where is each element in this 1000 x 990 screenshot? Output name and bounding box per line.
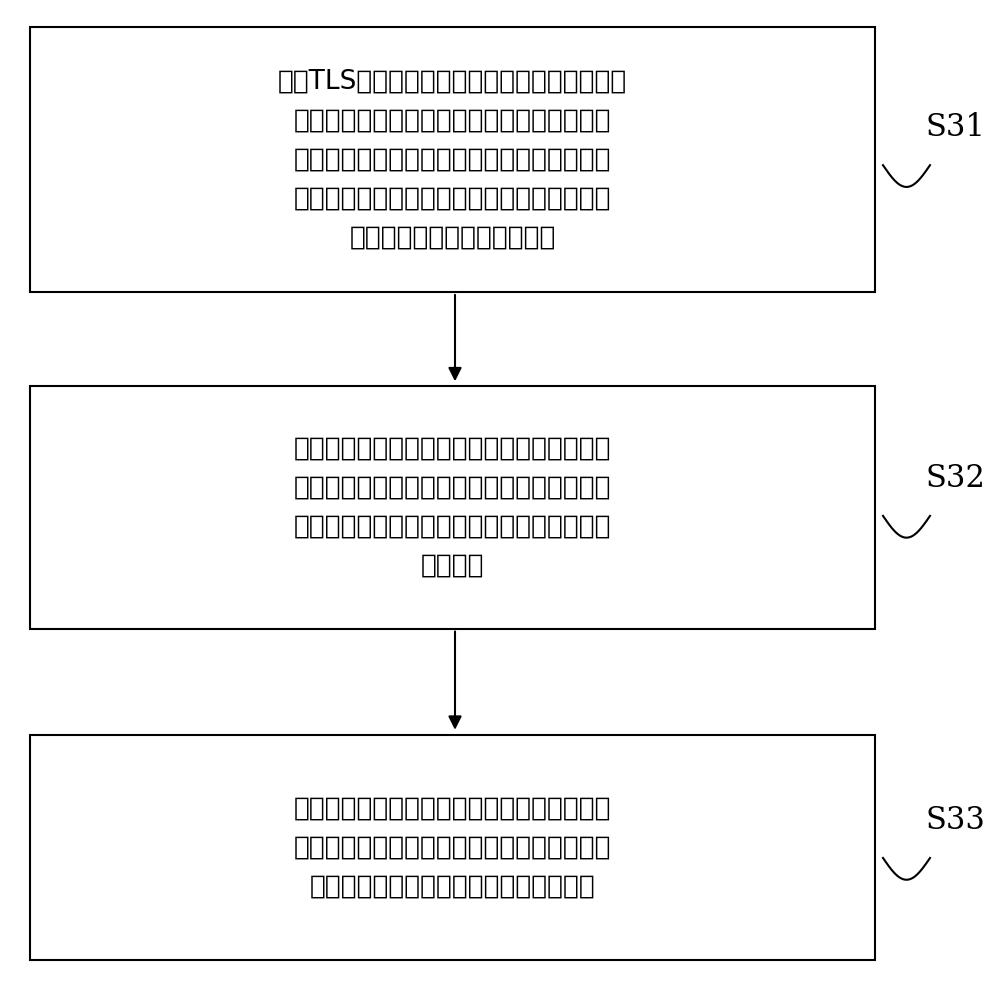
Text: 获取TLS认证协商过程中，网关设备发送的客户
握手请求，其中，所述客户握手请求包括插入
信息、与所述插入信息对应的消息指纹以及消
息指纹的签名，所述插入信息包括: 获取TLS认证协商过程中，网关设备发送的客户 握手请求，其中，所述客户握手请求包… xyxy=(278,68,627,250)
FancyBboxPatch shape xyxy=(30,27,875,292)
Text: S33: S33 xyxy=(925,805,985,836)
Text: S31: S31 xyxy=(925,112,985,143)
Text: S32: S32 xyxy=(925,462,985,494)
FancyBboxPatch shape xyxy=(30,735,875,960)
Text: 根据所述客户握手请求中的所述插入信息，生
成与所述插入信息对应的待验证消息指纹，并
将生成的所述待验证消息指纹与所述消息指纹
进行比较: 根据所述客户握手请求中的所述插入信息，生 成与所述插入信息对应的待验证消息指纹，… xyxy=(294,436,611,579)
FancyBboxPatch shape xyxy=(30,386,875,629)
Text: 若所述待验证消息指纹与所述消息指纹一致，
且所述公钥证书以及所述消息指纹的签名均合
法，则确定所述终端信息为合法终端信息: 若所述待验证消息指纹与所述消息指纹一致， 且所述公钥证书以及所述消息指纹的签名均… xyxy=(294,795,611,900)
